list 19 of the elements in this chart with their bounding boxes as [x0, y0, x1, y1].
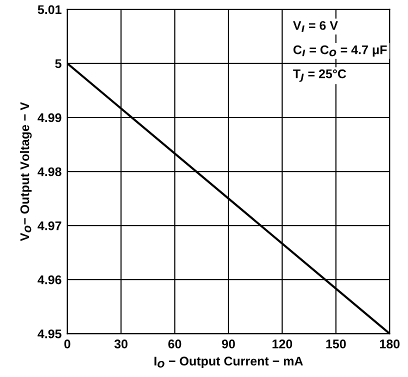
x-tick-label: 150	[326, 340, 346, 348]
x-tick-label: 180	[380, 340, 400, 348]
y-tick-label: 4.97	[38, 221, 62, 230]
y-tick-label: 5	[55, 59, 62, 68]
y-tick-label: 4.95	[38, 329, 62, 338]
y-tick-label: 5.01	[38, 5, 62, 14]
annotation: C$_{I}$ = C$_{O}$ = 4.7 μF	[293, 45, 387, 57]
x-tick-label: 120	[272, 340, 292, 348]
x-tick-label: 0	[64, 340, 70, 348]
x-tick-label: 60	[168, 340, 182, 348]
x-tick-label: 90	[222, 340, 235, 348]
y-tick-label: 4.99	[38, 113, 62, 122]
y-tick-label: 4.96	[38, 275, 62, 284]
y-tick-label: 4.98	[38, 167, 62, 176]
x-axis-title: I$_{O}$ − Output Current − mA	[154, 356, 303, 368]
annotation: T$_{J}$ = 25°C	[293, 69, 346, 82]
annotation: V$_{I}$ = 6 V	[293, 21, 338, 32]
x-tick-label: 30	[114, 340, 128, 348]
y-axis-title: V$_{O}$− Output Voltage − V	[20, 102, 32, 242]
